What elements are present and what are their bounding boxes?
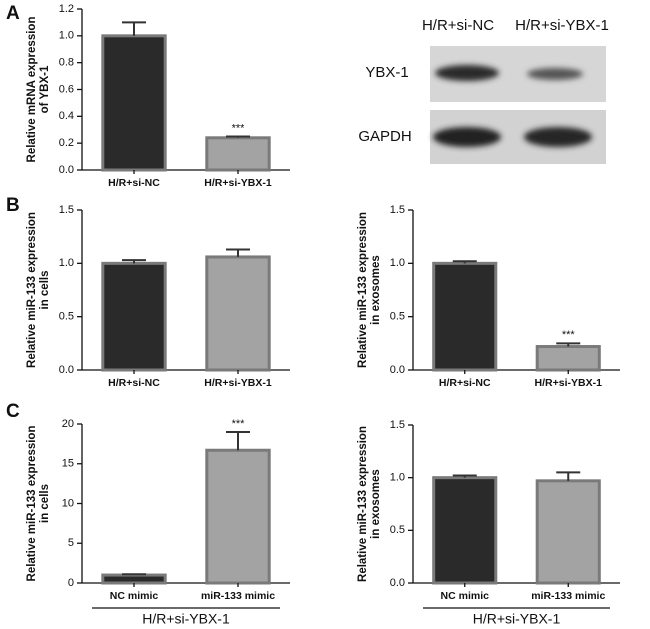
bar bbox=[101, 34, 167, 172]
y-tick-label: 1.5 bbox=[390, 419, 405, 431]
y-axis-label: of YBX-1 bbox=[39, 65, 51, 113]
blot-band bbox=[435, 65, 499, 81]
x-tick-label: miR-133 mimic bbox=[531, 590, 605, 602]
protein-label: GAPDH bbox=[358, 128, 411, 145]
panel-label: B bbox=[6, 195, 20, 216]
group-label: H/R+si-YBX-1 bbox=[142, 611, 230, 627]
x-tick-label: H/R+si-NC bbox=[108, 377, 160, 389]
y-axis-label: in cells bbox=[39, 484, 51, 523]
y-tick-label: 5 bbox=[68, 537, 74, 549]
x-tick-label: H/R+si-YBX-1 bbox=[535, 377, 603, 389]
y-axis-label: Relative miR-133 expression bbox=[26, 212, 38, 368]
bar bbox=[535, 479, 601, 585]
y-tick-label: 1.0 bbox=[390, 472, 405, 484]
y-axis-label: Relative miR-133 expression bbox=[357, 426, 369, 582]
y-axis-label: Relative miR-133 expression bbox=[26, 426, 38, 582]
y-tick-label: 1.0 bbox=[59, 257, 74, 269]
blot-band bbox=[433, 127, 501, 147]
y-axis-label: Relative mRNA expression bbox=[26, 17, 38, 163]
y-tick-label: 0.5 bbox=[390, 311, 405, 323]
x-tick-label: H/R+si-YBX-1 bbox=[204, 177, 272, 189]
bar bbox=[432, 476, 498, 585]
y-tick-label: 1.2 bbox=[59, 3, 74, 15]
significance: *** bbox=[232, 418, 246, 430]
y-tick-label: 0.2 bbox=[59, 137, 74, 149]
y-tick-label: 0.6 bbox=[59, 83, 74, 95]
x-tick-label: H/R+si-NC bbox=[439, 377, 491, 389]
bar bbox=[205, 448, 271, 585]
y-tick-label: 1.5 bbox=[390, 204, 405, 216]
y-axis-label: in cells bbox=[39, 271, 51, 310]
error-bar bbox=[556, 342, 581, 347]
y-tick-label: 0.5 bbox=[390, 524, 405, 536]
blot-band bbox=[524, 127, 592, 147]
bar bbox=[101, 261, 167, 372]
bar bbox=[101, 573, 167, 585]
y-tick-label: 15 bbox=[62, 458, 74, 470]
error-bar bbox=[226, 135, 250, 138]
y-tick-label: 1.0 bbox=[390, 257, 405, 269]
panel-label: C bbox=[6, 401, 20, 422]
y-tick-label: 0.4 bbox=[59, 110, 74, 122]
significance: *** bbox=[562, 329, 576, 341]
x-tick-label: H/R+si-NC bbox=[108, 177, 160, 189]
y-tick-label: 1.5 bbox=[59, 204, 74, 216]
y-tick-label: 0 bbox=[68, 577, 74, 589]
y-tick-label: 20 bbox=[62, 418, 74, 430]
lane-label: H/R+si-NC bbox=[422, 17, 494, 34]
significance: *** bbox=[232, 122, 246, 134]
y-tick-label: 10 bbox=[62, 497, 74, 509]
y-tick-label: 1.0 bbox=[59, 30, 74, 42]
y-tick-label: 0.0 bbox=[59, 364, 74, 376]
x-tick-label: NC mimic bbox=[110, 590, 159, 602]
group-label: H/R+si-YBX-1 bbox=[473, 611, 561, 627]
bar bbox=[432, 261, 498, 372]
protein-label: YBX-1 bbox=[365, 64, 408, 81]
error-bar bbox=[122, 573, 146, 576]
y-tick-label: 0.5 bbox=[59, 311, 74, 323]
error-bar bbox=[122, 259, 146, 264]
y-axis-label: Relative miR-133 expression bbox=[357, 212, 369, 368]
y-tick-label: 0.0 bbox=[390, 364, 405, 376]
bar bbox=[205, 255, 271, 372]
error-bar bbox=[226, 248, 250, 257]
y-tick-label: 0.8 bbox=[59, 57, 74, 69]
blot-band bbox=[527, 68, 583, 80]
error-bar bbox=[122, 21, 146, 36]
bar bbox=[205, 136, 271, 172]
lane-label: H/R+si-YBX-1 bbox=[515, 17, 609, 34]
y-axis-label: in exosomes bbox=[370, 255, 382, 325]
bar bbox=[535, 345, 601, 372]
y-tick-label: 0.0 bbox=[59, 164, 74, 176]
error-bar bbox=[556, 471, 581, 481]
x-tick-label: NC mimic bbox=[441, 590, 490, 602]
error-bar bbox=[452, 260, 477, 264]
y-axis-label: in exosomes bbox=[370, 469, 382, 539]
x-tick-label: H/R+si-YBX-1 bbox=[204, 377, 272, 389]
error-bar bbox=[452, 474, 477, 478]
western-blot: H/R+si-NC H/R+si-YBX-1 YBX-1 GAPDH bbox=[358, 17, 609, 164]
error-bar bbox=[226, 430, 250, 451]
y-tick-label: 0.0 bbox=[390, 577, 405, 589]
panel-label: A bbox=[6, 3, 20, 24]
x-tick-label: miR-133 mimic bbox=[201, 590, 275, 602]
